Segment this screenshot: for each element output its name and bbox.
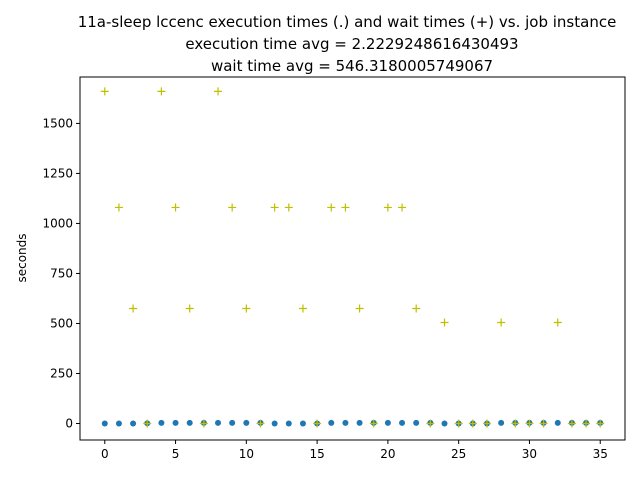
y-axis-label: seconds bbox=[15, 233, 29, 282]
x-tick-label: 5 bbox=[172, 447, 180, 461]
wait-time-point bbox=[214, 87, 223, 96]
wait-time-point bbox=[539, 419, 548, 428]
wait-time-point bbox=[511, 419, 520, 428]
x-tick-label: 30 bbox=[522, 447, 537, 461]
wait-time-point bbox=[185, 304, 194, 313]
wait-time-point bbox=[369, 419, 378, 428]
execution-time-point bbox=[342, 419, 349, 426]
wait-time-point bbox=[129, 304, 138, 313]
x-tick-label: 35 bbox=[593, 447, 608, 461]
title-line-3: wait time avg = 546.3180005749067 bbox=[211, 57, 493, 75]
execution-time-point bbox=[271, 420, 278, 427]
wait-time-point bbox=[327, 203, 336, 212]
plot-frame bbox=[79, 76, 626, 441]
y-tick-label: 1500 bbox=[42, 116, 73, 130]
wait-time-point bbox=[454, 419, 463, 428]
execution-time-point bbox=[328, 419, 335, 426]
execution-time-point bbox=[115, 420, 122, 427]
wait-time-point bbox=[355, 304, 364, 313]
x-tick-label: 25 bbox=[451, 447, 466, 461]
x-tick-label: 20 bbox=[380, 447, 395, 461]
wait-time-point bbox=[525, 419, 534, 428]
wait-time-point bbox=[440, 318, 449, 327]
wait-time-point bbox=[412, 304, 421, 313]
execution-time-point bbox=[130, 420, 137, 427]
execution-time-point bbox=[498, 419, 505, 426]
x-tick-label: 10 bbox=[239, 447, 254, 461]
execution-time-point bbox=[299, 420, 306, 427]
execution-time-point bbox=[399, 419, 406, 426]
wait-time-point bbox=[582, 419, 591, 428]
y-tick-label: 0 bbox=[65, 417, 73, 431]
wait-time-point bbox=[256, 419, 265, 428]
wait-time-point bbox=[341, 203, 350, 212]
execution-time-point bbox=[285, 420, 292, 427]
chart-title: 11a-sleep lccenc execution times (.) and… bbox=[78, 13, 617, 75]
wait-time-point bbox=[553, 318, 562, 327]
execution-time-point bbox=[384, 419, 391, 426]
execution-time-point bbox=[413, 419, 420, 426]
wait-time-point bbox=[596, 419, 605, 428]
wait-time-point bbox=[497, 318, 506, 327]
wait-time-point bbox=[398, 203, 407, 212]
wait-time-point bbox=[114, 203, 123, 212]
y-tick-label: 500 bbox=[50, 316, 73, 330]
wait-time-point bbox=[100, 87, 109, 96]
y-axis-ticks: 0 250 500 750 1000 1250 1500 bbox=[42, 116, 80, 431]
wait-time-point bbox=[270, 203, 279, 212]
wait-time-point bbox=[482, 419, 491, 428]
execution-time-point bbox=[229, 419, 236, 426]
wait-time-point bbox=[228, 203, 237, 212]
execution-time-point bbox=[441, 420, 448, 427]
execution-time-point bbox=[215, 419, 222, 426]
wait-time-point bbox=[567, 419, 576, 428]
wait-time-point bbox=[157, 87, 166, 96]
wait-time-point bbox=[426, 419, 435, 428]
wait-time-point bbox=[383, 203, 392, 212]
execution-time-point bbox=[554, 419, 561, 426]
wait-time-point bbox=[313, 419, 322, 428]
execution-time-point bbox=[172, 419, 179, 426]
x-axis-ticks: 0 5 10 15 20 25 30 35 bbox=[101, 440, 608, 461]
execution-time-point bbox=[101, 420, 108, 427]
wait-time-point bbox=[284, 203, 293, 212]
y-tick-label: 1250 bbox=[42, 166, 73, 180]
execution-time-point bbox=[243, 419, 250, 426]
wait-time-point bbox=[143, 419, 152, 428]
wait-time-point bbox=[242, 304, 251, 313]
x-tick-label: 0 bbox=[101, 447, 109, 461]
y-tick-label: 750 bbox=[50, 266, 73, 280]
x-tick-label: 15 bbox=[309, 447, 324, 461]
title-line-2: execution time avg = 2.2229248616430493 bbox=[185, 35, 518, 53]
wait-time-series bbox=[100, 87, 605, 428]
plot-marks bbox=[100, 87, 605, 428]
wait-time-point bbox=[171, 203, 180, 212]
wait-time-point bbox=[468, 419, 477, 428]
wait-time-point bbox=[298, 304, 307, 313]
execution-time-point bbox=[186, 419, 193, 426]
wait-time-point bbox=[199, 419, 208, 428]
y-tick-label: 250 bbox=[50, 366, 73, 380]
execution-time-point bbox=[356, 419, 363, 426]
title-line-1: 11a-sleep lccenc execution times (.) and… bbox=[78, 13, 617, 31]
y-tick-label: 1000 bbox=[42, 216, 73, 230]
execution-time-point bbox=[158, 419, 165, 426]
